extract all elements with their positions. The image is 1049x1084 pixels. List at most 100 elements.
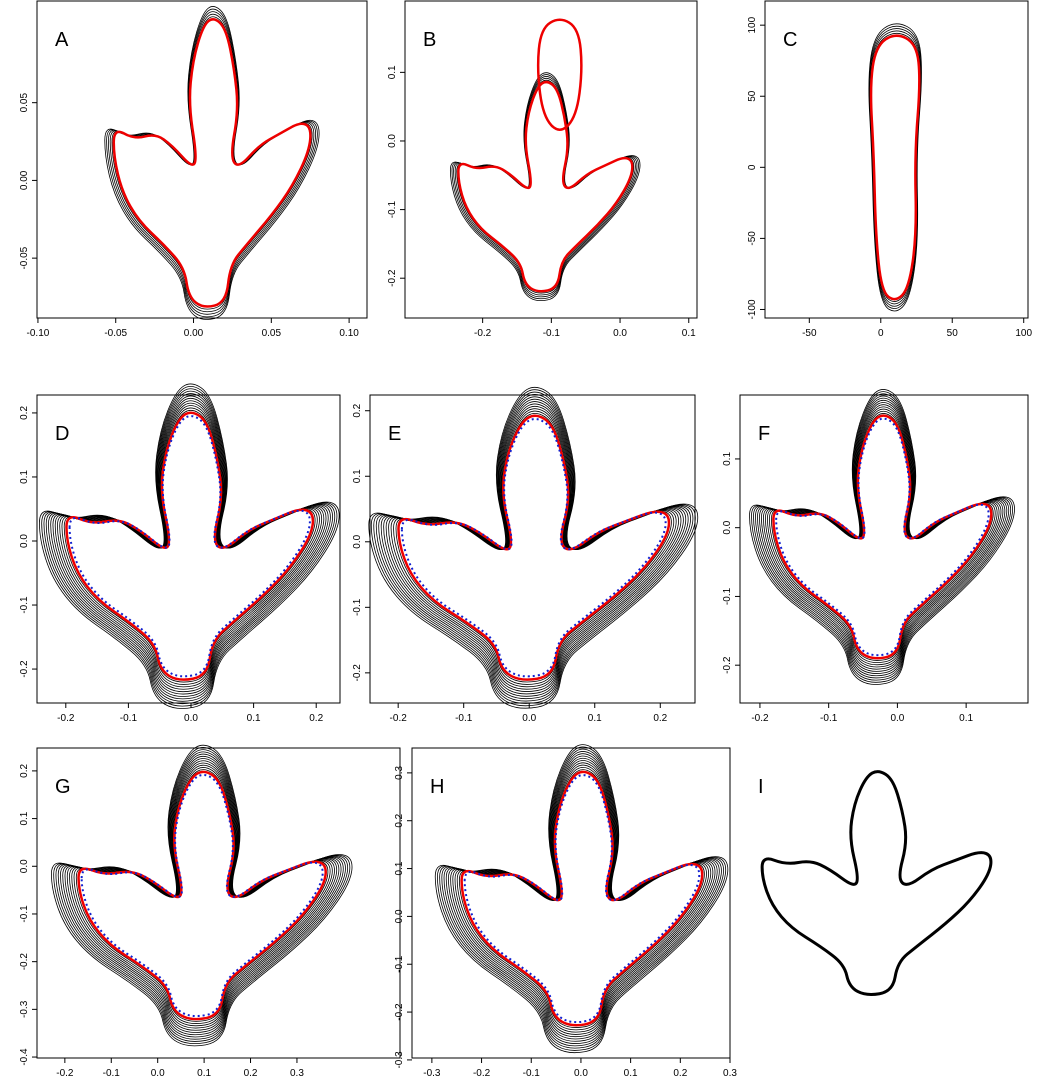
- x-tick-label: 0.2: [673, 1068, 687, 1079]
- y-tick-label: 0.2: [19, 764, 30, 778]
- contour-line: [371, 390, 695, 706]
- contour-line: [62, 408, 317, 685]
- contour-line: [381, 399, 686, 696]
- plot-frame: [370, 395, 695, 703]
- contour-line: [755, 396, 1008, 678]
- contour-line: [454, 76, 637, 296]
- fitted-outline: [79, 772, 326, 1019]
- y-tick-label: 0.1: [352, 469, 363, 483]
- contour-line: [444, 754, 719, 1044]
- contour-line: [763, 405, 1001, 669]
- contour-line: [457, 767, 706, 1030]
- x-tick-label: 0: [878, 328, 884, 339]
- x-tick-label: 0.1: [197, 1068, 211, 1079]
- x-tick-label: 0.0: [184, 713, 198, 724]
- fitted-outline: [773, 416, 991, 659]
- y-tick-label: 0.0: [19, 859, 30, 873]
- x-tick-label: -0.1: [455, 713, 473, 724]
- contour-line: [57, 403, 321, 689]
- x-tick-label: 0.0: [890, 713, 904, 724]
- mean-outline: [776, 419, 988, 656]
- x-tick-label: -0.1: [543, 328, 561, 339]
- mean-outline: [70, 416, 310, 676]
- contour-line: [42, 386, 337, 706]
- y-tick-label: 0.1: [387, 65, 398, 79]
- contour-line: [757, 398, 1006, 676]
- x-tick-label: 0.2: [309, 713, 323, 724]
- y-tick-label: 0.0: [387, 134, 398, 148]
- mean-outline: [465, 775, 700, 1022]
- contour-line: [442, 751, 722, 1045]
- contour-line: [67, 761, 336, 1031]
- x-tick-label: -0.05: [104, 328, 127, 339]
- x-tick-label: 0.10: [339, 328, 359, 339]
- contour-line: [769, 411, 995, 662]
- x-tick-label: 0.05: [262, 328, 282, 339]
- contour-line: [60, 406, 320, 687]
- contour-line: [450, 73, 640, 301]
- x-tick-label: -0.2: [473, 1068, 491, 1079]
- x-tick-label: 0.0: [574, 1068, 588, 1079]
- contour-line: [448, 758, 715, 1039]
- contour-line: [58, 752, 345, 1039]
- contour-line: [396, 413, 671, 682]
- panel-letter: A: [55, 29, 69, 51]
- panel-letter: G: [55, 776, 71, 798]
- x-tick-label: 0.0: [522, 713, 536, 724]
- y-tick-label: 0.0: [394, 909, 405, 923]
- x-tick-label: 100: [1015, 328, 1032, 339]
- figure: -0.10-0.050.000.050.10-0.050.000.05A-0.2…: [0, 0, 1049, 1084]
- y-tick-label: -100: [747, 299, 758, 319]
- contour-line: [759, 400, 1004, 673]
- y-tick-label: -0.2: [19, 660, 30, 678]
- y-tick-label: 50: [747, 90, 758, 102]
- plot-frame: [405, 1, 697, 318]
- contour-line: [446, 756, 717, 1041]
- y-tick-label: -0.1: [387, 201, 398, 219]
- y-tick-label: 0.1: [394, 861, 405, 875]
- contour-line: [63, 756, 341, 1034]
- x-tick-label: 0.00: [184, 328, 204, 339]
- x-tick-label: -0.2: [474, 328, 492, 339]
- contour-line: [51, 745, 352, 1046]
- x-tick-label: -50: [802, 328, 817, 339]
- x-tick-label: -0.2: [57, 713, 75, 724]
- y-tick-label: -0.1: [394, 955, 405, 973]
- panel: -0.3-0.2-0.10.00.10.20.3-0.3-0.2-0.10.00…: [394, 745, 737, 1079]
- contour-line: [771, 413, 993, 660]
- y-tick-label: -50: [747, 231, 758, 246]
- contour-line: [435, 745, 728, 1053]
- x-tick-label: -0.1: [820, 713, 838, 724]
- contour-line: [767, 409, 997, 665]
- fitted-outline: [398, 416, 669, 680]
- contour-line: [74, 767, 330, 1023]
- panel: -0.2-0.10.00.10.2-0.2-0.10.00.10.2D: [19, 384, 340, 724]
- contour-line: [455, 78, 635, 295]
- contour-line: [394, 411, 674, 684]
- x-tick-label: 0.1: [959, 713, 973, 724]
- contour-line: [452, 75, 639, 299]
- contour-line: [46, 391, 332, 701]
- contour-line: [64, 410, 315, 682]
- x-tick-label: 0.3: [723, 1068, 737, 1079]
- outline: [762, 772, 991, 995]
- contour-line: [437, 747, 725, 1051]
- mean-outline: [402, 419, 666, 676]
- x-tick-label: -0.2: [56, 1068, 74, 1079]
- y-tick-label: -0.2: [722, 656, 733, 674]
- contour-line: [112, 17, 312, 309]
- panel: I: [758, 772, 991, 995]
- y-tick-label: 100: [747, 16, 758, 33]
- y-tick-label: 0.2: [19, 406, 30, 420]
- contour-line: [56, 750, 348, 1042]
- y-tick-label: 0.2: [352, 403, 363, 417]
- panel-letter: F: [758, 423, 770, 445]
- contour-line: [386, 404, 681, 692]
- contour-line: [765, 407, 999, 667]
- contour-line: [374, 392, 693, 703]
- y-tick-label: 0.1: [19, 811, 30, 825]
